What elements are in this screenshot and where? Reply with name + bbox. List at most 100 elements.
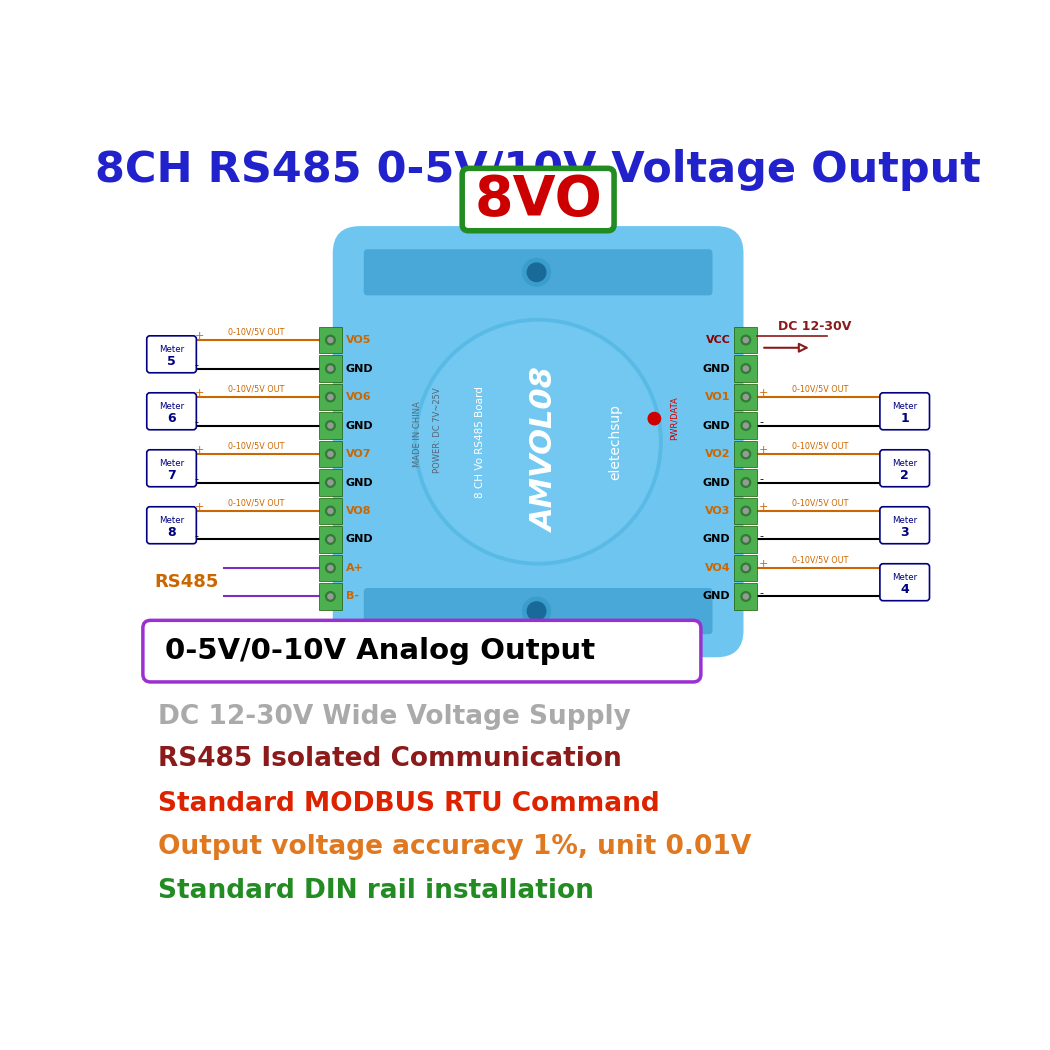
Bar [319, 526, 342, 552]
Text: Output voltage accuracy 1%, unit 0.01V: Output voltage accuracy 1%, unit 0.01V [159, 835, 752, 861]
Text: 6: 6 [167, 412, 175, 424]
Text: AMVOL08: AMVOL08 [531, 366, 561, 532]
Text: VO2: VO2 [705, 449, 731, 459]
Text: VO7: VO7 [345, 449, 372, 459]
Text: 0-10V/5V OUT: 0-10V/5V OUT [228, 328, 285, 336]
Circle shape [741, 363, 751, 374]
Circle shape [523, 597, 550, 625]
Bar [734, 526, 757, 552]
Text: +: + [195, 502, 204, 512]
FancyBboxPatch shape [363, 249, 713, 295]
Bar [319, 356, 342, 381]
Text: MADE IN CHINA: MADE IN CHINA [414, 401, 422, 467]
Circle shape [743, 395, 749, 400]
Text: VO5: VO5 [345, 335, 372, 345]
Text: POWER: DC 7V~25V: POWER: DC 7V~25V [433, 387, 442, 472]
FancyBboxPatch shape [880, 393, 929, 429]
Circle shape [741, 449, 751, 459]
Text: 8: 8 [167, 526, 175, 539]
Circle shape [326, 563, 335, 572]
Text: 3: 3 [901, 526, 909, 539]
Bar [734, 384, 757, 411]
FancyBboxPatch shape [880, 449, 929, 487]
Circle shape [326, 363, 335, 374]
Circle shape [328, 537, 333, 542]
Text: VO6: VO6 [345, 392, 372, 402]
Text: Meter: Meter [892, 402, 918, 412]
Text: Meter: Meter [892, 459, 918, 468]
Text: 7: 7 [167, 468, 176, 482]
Circle shape [741, 421, 751, 430]
Text: GND: GND [702, 534, 731, 545]
Bar [734, 469, 757, 496]
Circle shape [328, 508, 333, 513]
Circle shape [328, 395, 333, 400]
Text: -: - [195, 417, 198, 426]
Bar [319, 413, 342, 439]
Text: 1: 1 [900, 412, 909, 424]
Circle shape [743, 566, 749, 570]
Text: -: - [759, 588, 763, 597]
Bar [734, 498, 757, 524]
Text: Meter: Meter [892, 517, 918, 525]
Circle shape [328, 452, 333, 457]
Text: RS485 Isolated Communication: RS485 Isolated Communication [159, 746, 622, 772]
FancyBboxPatch shape [147, 336, 196, 373]
Circle shape [743, 537, 749, 542]
Text: +: + [195, 388, 204, 398]
Text: GND: GND [702, 363, 731, 374]
Text: +: + [195, 445, 204, 455]
Text: Meter: Meter [159, 459, 184, 468]
Circle shape [326, 478, 335, 487]
Text: -: - [195, 360, 198, 370]
FancyBboxPatch shape [363, 588, 713, 634]
Text: VO3: VO3 [705, 506, 731, 516]
Text: Meter: Meter [892, 573, 918, 582]
Bar [319, 554, 342, 581]
Text: 2: 2 [900, 468, 909, 482]
FancyBboxPatch shape [880, 564, 929, 601]
Text: 0-10V/5V OUT: 0-10V/5V OUT [228, 384, 285, 393]
Text: B-: B- [345, 591, 359, 602]
Circle shape [326, 592, 335, 602]
Text: GND: GND [345, 363, 374, 374]
Text: -: - [195, 530, 198, 541]
Text: Meter: Meter [159, 345, 184, 354]
Text: -: - [759, 474, 763, 484]
Circle shape [743, 508, 749, 513]
Text: 4: 4 [900, 583, 909, 595]
FancyBboxPatch shape [462, 168, 614, 231]
Text: 0-10V/5V OUT: 0-10V/5V OUT [792, 441, 848, 450]
Bar [319, 469, 342, 496]
Text: 8VO: 8VO [475, 172, 602, 227]
Text: Meter: Meter [159, 517, 184, 525]
Text: eletechsup: eletechsup [609, 403, 623, 480]
Text: GND: GND [702, 421, 731, 430]
Text: Meter: Meter [159, 402, 184, 412]
Circle shape [326, 335, 335, 344]
Text: VO1: VO1 [705, 392, 731, 402]
Text: VO4: VO4 [705, 563, 731, 573]
Bar [319, 327, 342, 353]
Text: 8 CH Vo RS485 Board: 8 CH Vo RS485 Board [475, 385, 485, 498]
Text: -: - [759, 417, 763, 426]
Text: 5: 5 [167, 355, 176, 368]
Circle shape [328, 594, 333, 598]
Text: GND: GND [345, 478, 374, 487]
Circle shape [326, 393, 335, 402]
Circle shape [741, 478, 751, 487]
Text: RS485: RS485 [154, 573, 219, 591]
FancyBboxPatch shape [880, 507, 929, 544]
Text: VO8: VO8 [345, 506, 372, 516]
Text: GND: GND [345, 534, 374, 545]
Circle shape [527, 264, 546, 281]
Circle shape [741, 393, 751, 402]
Circle shape [328, 480, 333, 485]
Circle shape [648, 413, 660, 425]
Bar [734, 441, 757, 467]
Text: A+: A+ [345, 563, 363, 573]
Bar [319, 384, 342, 411]
Circle shape [743, 423, 749, 428]
Text: +: + [759, 445, 769, 455]
Text: Standard DIN rail installation: Standard DIN rail installation [159, 879, 594, 904]
